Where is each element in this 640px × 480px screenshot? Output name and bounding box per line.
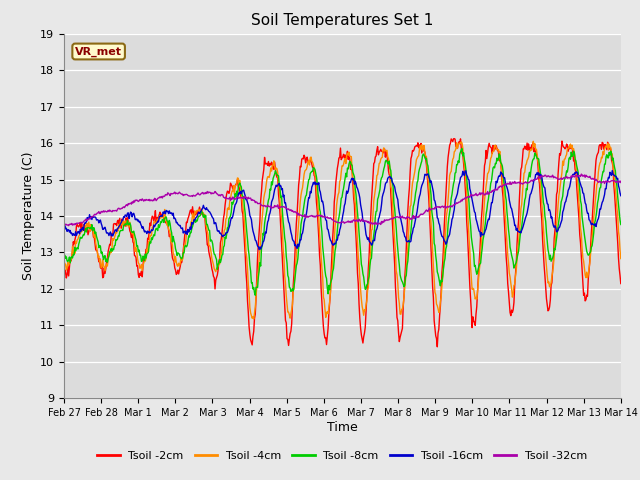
Tsoil -32cm <box>577 171 585 177</box>
Tsoil -8cm <box>428 192 435 198</box>
Tsoil -8cm <box>70 252 78 258</box>
Tsoil -16cm <box>411 220 419 226</box>
X-axis label: Time: Time <box>327 421 358 434</box>
Tsoil -32cm <box>128 199 136 205</box>
Title: Soil Temperatures Set 1: Soil Temperatures Set 1 <box>252 13 433 28</box>
Tsoil -16cm <box>609 168 616 173</box>
Tsoil -16cm <box>70 232 78 238</box>
Tsoil -32cm <box>617 180 625 185</box>
Tsoil -2cm <box>451 136 458 142</box>
Tsoil -4cm <box>250 316 257 322</box>
Legend: Tsoil -2cm, Tsoil -4cm, Tsoil -8cm, Tsoil -16cm, Tsoil -32cm: Tsoil -2cm, Tsoil -4cm, Tsoil -8cm, Tsoi… <box>93 447 592 466</box>
Tsoil -16cm <box>617 193 625 199</box>
Tsoil -8cm <box>458 146 466 152</box>
Tsoil -32cm <box>214 192 222 198</box>
Tsoil -32cm <box>71 221 79 227</box>
Tsoil -16cm <box>255 247 263 252</box>
Line: Tsoil -16cm: Tsoil -16cm <box>64 170 621 250</box>
Tsoil -8cm <box>252 292 259 298</box>
Tsoil -2cm <box>70 241 78 247</box>
Tsoil -8cm <box>60 254 68 260</box>
Tsoil -2cm <box>214 272 221 278</box>
Tsoil -2cm <box>426 228 434 233</box>
Tsoil -32cm <box>428 206 435 212</box>
Tsoil -8cm <box>617 222 625 228</box>
Tsoil -16cm <box>127 210 135 216</box>
Line: Tsoil -32cm: Tsoil -32cm <box>64 174 621 226</box>
Tsoil -32cm <box>65 223 72 228</box>
Tsoil -4cm <box>127 228 135 234</box>
Tsoil -16cm <box>428 178 435 184</box>
Tsoil -4cm <box>70 247 78 253</box>
Tsoil -2cm <box>184 216 192 222</box>
Line: Tsoil -2cm: Tsoil -2cm <box>64 139 621 347</box>
Tsoil -4cm <box>184 229 192 235</box>
Y-axis label: Soil Temperature (C): Soil Temperature (C) <box>22 152 35 280</box>
Tsoil -2cm <box>410 147 418 153</box>
Tsoil -2cm <box>127 235 135 240</box>
Tsoil -2cm <box>433 344 441 350</box>
Text: VR_met: VR_met <box>75 47 122 57</box>
Tsoil -8cm <box>411 197 419 203</box>
Tsoil -4cm <box>60 258 68 264</box>
Tsoil -2cm <box>60 271 68 277</box>
Tsoil -8cm <box>214 266 221 272</box>
Tsoil -32cm <box>185 193 193 199</box>
Tsoil -2cm <box>617 281 625 287</box>
Tsoil -16cm <box>60 225 68 231</box>
Tsoil -32cm <box>60 221 68 227</box>
Tsoil -16cm <box>184 227 192 232</box>
Tsoil -32cm <box>411 214 419 219</box>
Line: Tsoil -8cm: Tsoil -8cm <box>64 149 621 295</box>
Line: Tsoil -4cm: Tsoil -4cm <box>64 141 621 319</box>
Tsoil -4cm <box>411 169 419 175</box>
Tsoil -16cm <box>214 228 221 234</box>
Tsoil -8cm <box>184 239 192 245</box>
Tsoil -4cm <box>617 256 625 262</box>
Tsoil -8cm <box>127 228 135 234</box>
Tsoil -4cm <box>428 220 435 226</box>
Tsoil -4cm <box>529 138 537 144</box>
Tsoil -4cm <box>214 264 221 270</box>
